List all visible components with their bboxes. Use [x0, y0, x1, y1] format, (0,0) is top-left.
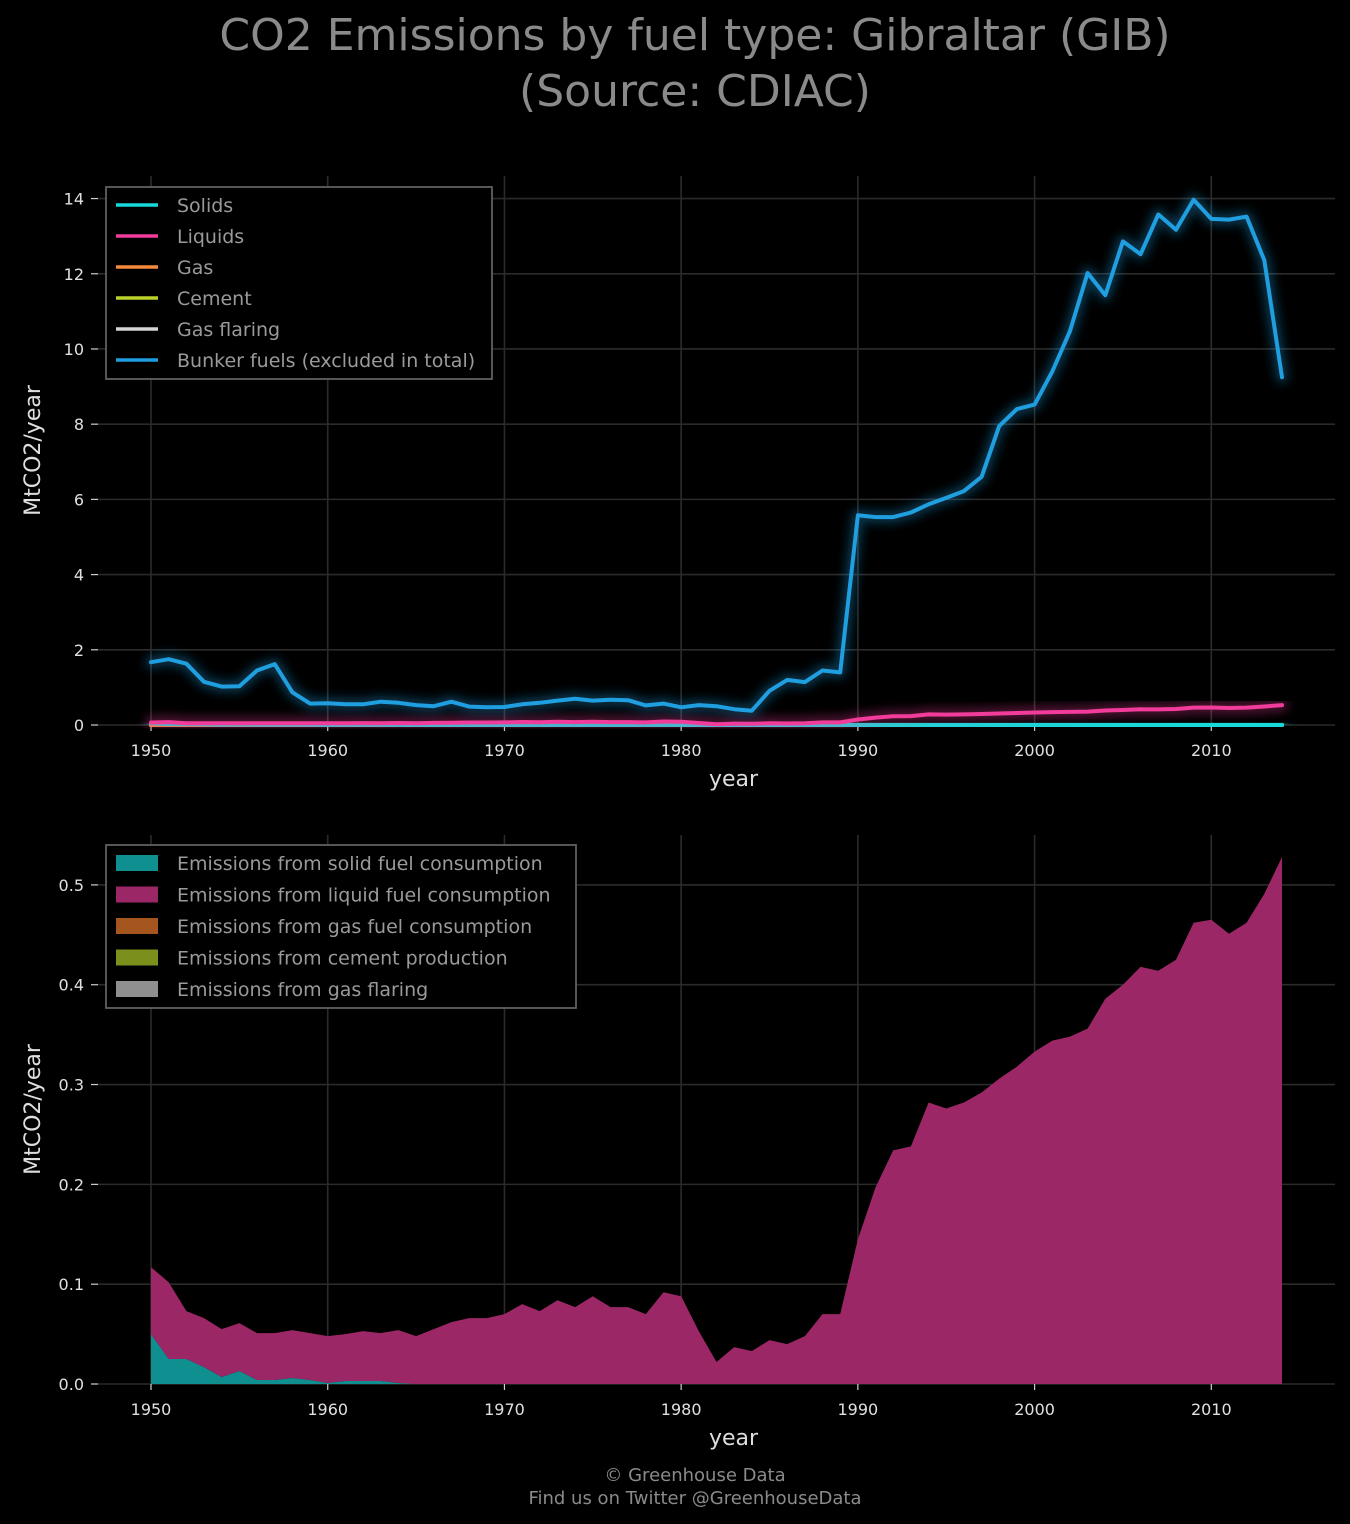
- top-legend-label: Gas flaring: [177, 319, 280, 341]
- bottom-y-tick-label: 0.3: [59, 1076, 84, 1095]
- bottom-x-tick-label: 2000: [1014, 1400, 1055, 1419]
- bottom-legend-swatch: [116, 981, 158, 997]
- bottom-y-tick-label: 0.1: [59, 1275, 84, 1294]
- top-x-tick-label: 1990: [838, 741, 879, 760]
- bottom-x-tick-label: 1960: [307, 1400, 348, 1419]
- bottom-legend-label: Emissions from gas flaring: [177, 979, 428, 1001]
- top-y-tick-label: 2: [74, 641, 84, 660]
- footer-twitter: Find us on Twitter @GreenhouseData: [528, 1488, 862, 1509]
- top-legend-label: Solids: [177, 195, 233, 217]
- top-legend-label: Liquids: [177, 226, 244, 248]
- bottom-legend-label: Emissions from cement production: [177, 948, 508, 970]
- top-x-tick-label: 1960: [307, 741, 348, 760]
- bottom-area-chart: 1950 1960 1970 1980 1990 2000 2010 0.0 0.1 0.2 0.3…: [21, 835, 1335, 1451]
- chart-title-line1: CO2 Emissions by fuel type: Gibraltar (G…: [219, 10, 1171, 61]
- bottom-x-tick-label: 2010: [1191, 1400, 1232, 1419]
- top-legend-label: Bunker fuels (excluded in total): [177, 350, 475, 372]
- top-x-tick-label: 1970: [484, 741, 525, 760]
- top-legend-box: [105, 186, 493, 380]
- top-y-axis-label: MtCO2/year: [21, 384, 46, 516]
- bottom-x-tick-label: 1970: [484, 1400, 525, 1419]
- series-line-5: [149, 197, 1284, 713]
- bottom-legend: Emissions from solid fuel consumption Emi…: [105, 844, 577, 1009]
- bottom-legend-label: Emissions from solid fuel consumption: [177, 853, 543, 875]
- bottom-x-tick-label: 1950: [131, 1400, 172, 1419]
- footer-copyright: © Greenhouse Data: [604, 1465, 786, 1486]
- bottom-y-tick-label: 0.4: [59, 976, 84, 995]
- top-x-tick-label: 2010: [1191, 741, 1232, 760]
- bottom-legend-swatch: [116, 886, 158, 903]
- top-legend-label: Cement: [177, 288, 252, 310]
- bottom-legend-box: [105, 844, 577, 1009]
- chart-title-line2: (Source: CDIAC): [519, 66, 871, 117]
- footer: © Greenhouse Data Find us on Twitter @Gr…: [0, 1464, 1350, 1510]
- top-y-tick-label: 8: [74, 415, 84, 434]
- bottom-legend-label: Emissions from gas fuel consumption: [177, 916, 532, 938]
- bottom-legend-swatch: [116, 918, 158, 934]
- top-y-tick-label: 4: [74, 566, 84, 585]
- top-x-tick-label: 1950: [131, 741, 172, 760]
- top-y-tick-label: 10: [64, 340, 84, 359]
- bottom-y-tick-label: 0.5: [59, 876, 84, 895]
- top-x-tick-label: 2000: [1014, 741, 1055, 760]
- top-line-chart: 1950 1960 1970 1980 1990 2000 2010 0 2 4 6 8 10 12 14 y…: [21, 176, 1335, 792]
- bottom-legend-label: Emissions from liquid fuel consumption: [177, 885, 551, 907]
- top-legend: Solids Liquids Gas Cement Gas flaring Bunker …: [105, 186, 493, 380]
- bottom-y-tick-label: 0.2: [59, 1175, 84, 1194]
- bottom-y-tick-label: 0.0: [59, 1375, 84, 1394]
- chart-title: CO2 Emissions by fuel type: Gibraltar (G…: [0, 8, 1350, 120]
- bottom-legend-swatch: [116, 855, 158, 871]
- top-y-tick-label: 6: [74, 490, 84, 509]
- bottom-y-axis-label: MtCO2/year: [21, 1043, 46, 1175]
- top-legend-label: Gas: [177, 257, 213, 279]
- series-line-1: [149, 703, 1284, 727]
- bottom-legend-swatch: [116, 949, 158, 966]
- bottom-x-tick-label: 1990: [838, 1400, 879, 1419]
- top-y-tick-label: 14: [64, 190, 84, 209]
- area-series-1: [151, 857, 1282, 1384]
- bottom-x-tick-label: 1980: [661, 1400, 702, 1419]
- top-y-tick-label: 0: [74, 716, 84, 735]
- top-x-tick-label: 1980: [661, 741, 702, 760]
- top-y-tick-label: 12: [64, 265, 84, 284]
- bottom-x-axis-label: year: [709, 1426, 759, 1451]
- top-x-axis-label: year: [709, 767, 759, 792]
